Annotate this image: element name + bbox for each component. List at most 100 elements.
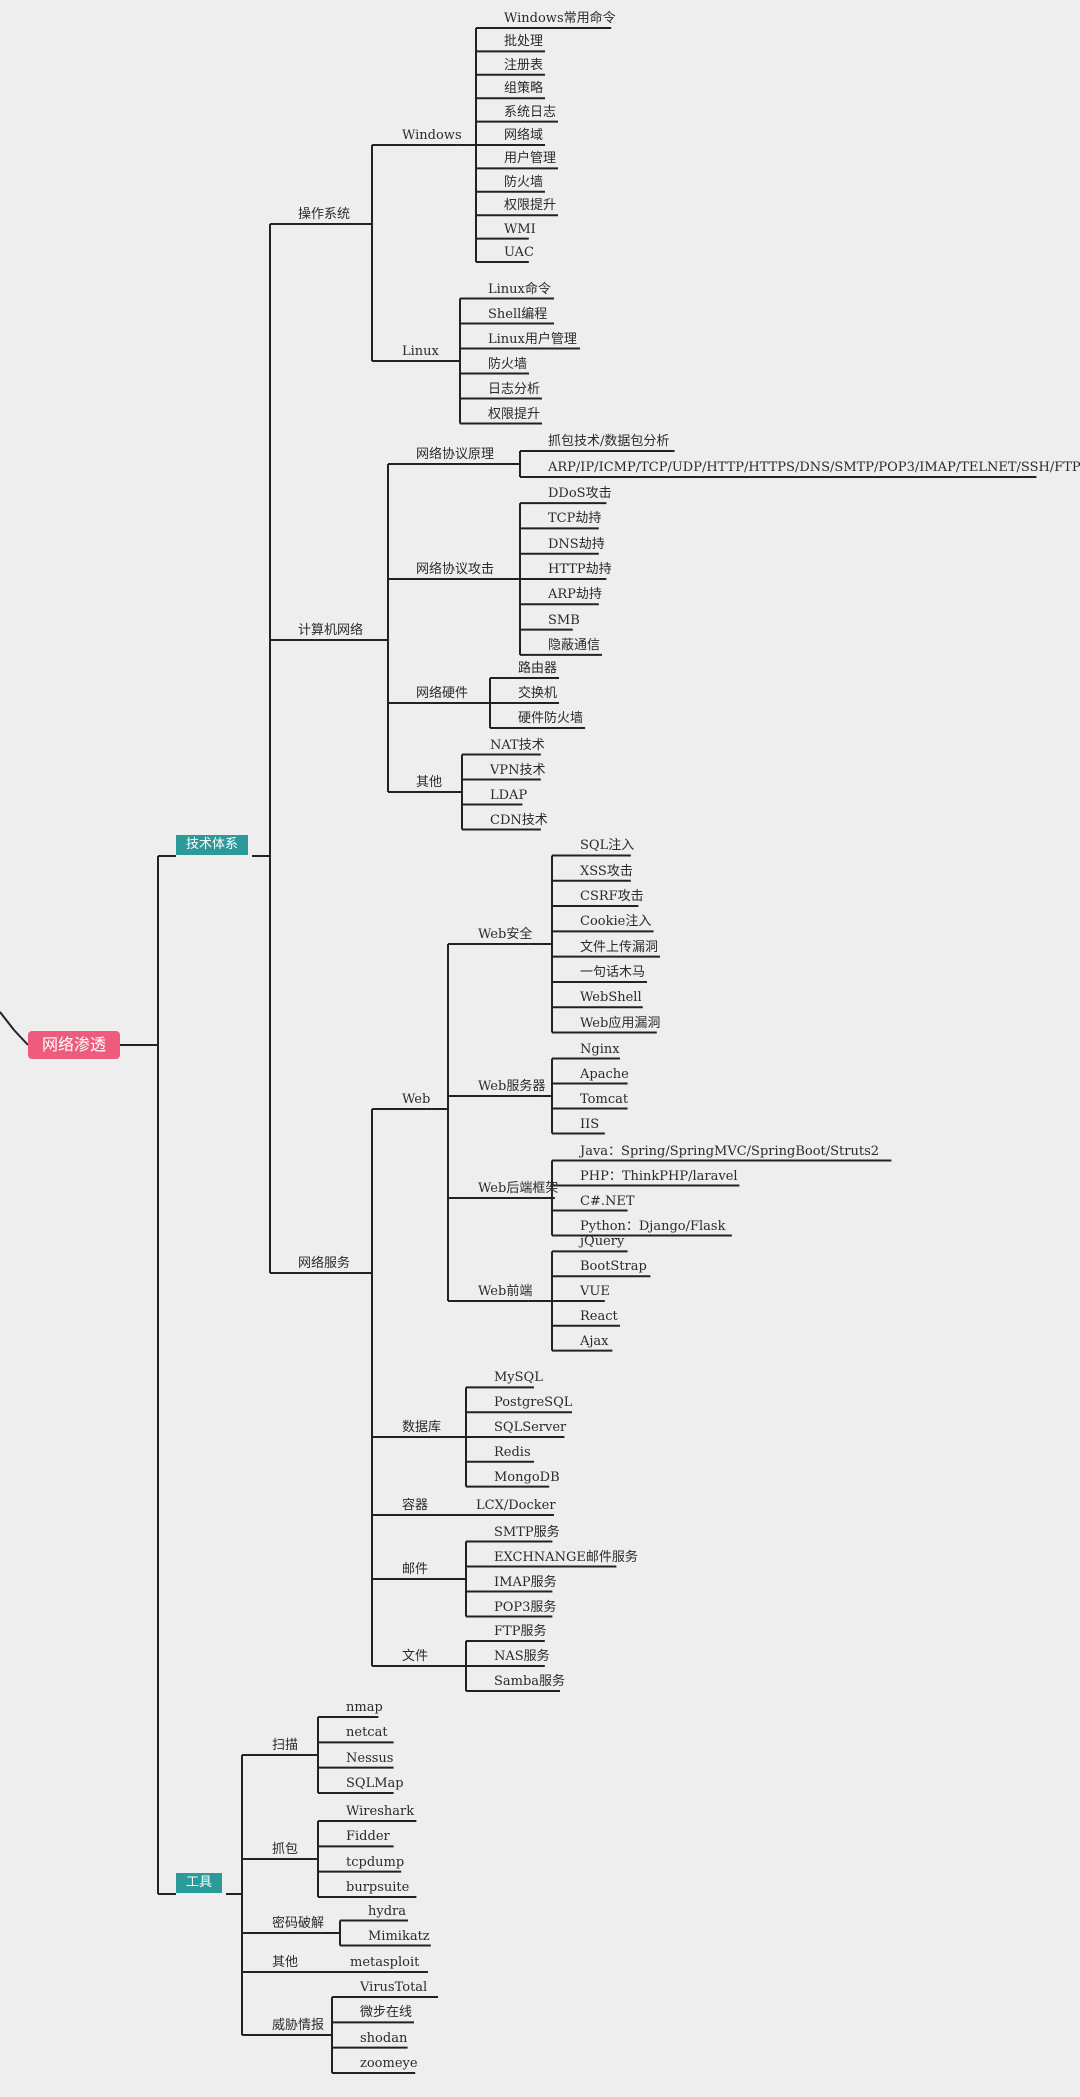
leaf-node[interactable]: Cookie注入 [580,914,652,930]
leaf-node[interactable]: NAT技术 [490,737,545,753]
leaf-node[interactable]: C#.NET [580,1193,635,1209]
leaf-node[interactable]: MySQL [494,1370,543,1386]
leaf-node[interactable]: Mimikatz [368,1928,430,1944]
level3-node[interactable]: 网络协议原理 [416,447,495,462]
level3-node[interactable]: 网络协议攻击 [416,562,495,577]
level3-node[interactable]: 邮件 [402,1562,429,1577]
level3-node[interactable]: 网络硬件 [416,686,469,701]
leaf-node[interactable]: SMTP服务 [494,1524,560,1540]
leaf-node[interactable]: 路由器 [518,661,558,676]
leaf-node[interactable]: Samba服务 [494,1674,566,1689]
leaf-node[interactable]: hydra [368,1903,407,1919]
level3-node[interactable]: 数据库 [402,1420,442,1435]
leaf-node[interactable]: Fidder [346,1829,390,1845]
leaf-node[interactable]: 日志分析 [488,381,541,397]
level3-node[interactable]: 容器 [402,1498,429,1513]
leaf-node[interactable]: 抓包技术/数据包分析 [548,434,670,449]
leaf-node[interactable]: nmap [346,1700,383,1716]
leaf-node[interactable]: shodan [360,2030,408,2046]
leaf-node[interactable]: Nessus [346,1750,394,1766]
leaf-node[interactable]: Linux用户管理 [488,331,577,347]
leaf-node[interactable]: SMB [548,612,580,628]
leaf-node[interactable]: 用户管理 [504,151,557,167]
leaf-node[interactable]: ARP劫持 [548,587,602,603]
leaf-node[interactable]: BootStrap [580,1259,647,1275]
leaf-node[interactable]: SQL注入 [580,838,635,854]
leaf-node[interactable]: WMI [504,221,536,237]
level3-node[interactable]: Windows [402,128,462,143]
leaf-node[interactable]: 交换机 [518,686,558,701]
level4-node[interactable]: Web安全 [478,927,533,942]
leaf-node[interactable]: 隐蔽通信 [548,637,601,653]
leaf-node[interactable]: 权限提升 [488,406,541,422]
leaf-node[interactable]: TCP劫持 [548,511,602,527]
leaf-node[interactable]: VPN技术 [490,762,546,778]
level4-node[interactable]: Web服务器 [478,1079,546,1094]
leaf-node[interactable]: LCX/Docker [476,1498,556,1513]
leaf-node[interactable]: 防火墙 [504,174,544,190]
leaf-node[interactable]: XSS攻击 [580,863,633,879]
leaf-node[interactable]: 防火墙 [488,356,528,372]
level2-node[interactable]: 网络服务 [298,1256,351,1271]
level4-node[interactable]: Web前端 [478,1284,533,1299]
category-node[interactable]: 技术体系 [176,835,249,855]
leaf-node[interactable]: EXCHNANGE邮件服务 [494,1549,638,1565]
leaf-node[interactable]: 组策略 [504,81,544,97]
level3-node[interactable]: Web [402,1092,431,1107]
leaf-node[interactable]: Wireshark [346,1804,415,1820]
leaf-node[interactable]: CSRF攻击 [580,889,644,905]
level2-node[interactable]: 其他 [272,1955,299,1970]
leaf-node[interactable]: IMAP服务 [494,1574,557,1590]
leaf-node[interactable]: PostgreSQL [494,1395,573,1411]
leaf-node[interactable]: metasploit [350,1955,420,1970]
leaf-node[interactable]: NAS服务 [494,1649,550,1664]
leaf-node[interactable]: FTP服务 [494,1624,547,1639]
leaf-node[interactable]: UAC [504,245,534,260]
leaf-node[interactable]: tcpdump [346,1854,405,1870]
leaf-node[interactable]: MongoDB [494,1469,560,1485]
leaf-node[interactable]: netcat [346,1725,388,1741]
leaf-node[interactable]: DNS劫持 [548,536,605,552]
leaf-node[interactable]: VUE [580,1284,610,1299]
leaf-node[interactable]: Shell编程 [488,306,548,322]
leaf-node[interactable]: Apache [580,1066,629,1082]
leaf-node[interactable]: 权限提升 [504,198,557,214]
leaf-node[interactable]: jQuery [580,1234,625,1250]
level2-node[interactable]: 操作系统 [298,207,351,222]
root-node[interactable]: 网络渗透 [28,1031,121,1059]
leaf-node[interactable]: PHP：ThinkPHP/laravel [580,1168,738,1184]
leaf-node[interactable]: 硬件防火墙 [518,711,584,726]
level3-node[interactable]: 其他 [416,775,443,790]
leaf-node[interactable]: Redis [494,1444,531,1460]
level2-node[interactable]: 计算机网络 [298,623,364,638]
level2-node[interactable]: 扫描 [272,1738,299,1753]
leaf-node[interactable]: 微步在线 [360,2005,413,2021]
leaf-node[interactable]: Python：Django/Flask [580,1218,726,1234]
leaf-node[interactable]: Windows常用命令 [504,11,616,26]
leaf-node[interactable]: Tomcat [580,1091,629,1107]
leaf-node[interactable]: POP3服务 [494,1599,557,1615]
leaf-node[interactable]: ARP/IP/ICMP/TCP/UDP/HTTP/HTTPS/DNS/SMTP/… [548,460,1080,475]
level4-node[interactable]: Web后端框架 [478,1181,559,1196]
leaf-node[interactable]: React [580,1308,618,1324]
leaf-node[interactable]: 文件上传漏洞 [580,939,659,955]
leaf-node[interactable]: Linux命令 [488,281,551,297]
leaf-node[interactable]: SQLMap [346,1775,404,1791]
level3-node[interactable]: Linux [402,344,439,359]
leaf-node[interactable]: LDAP [490,787,528,803]
leaf-node[interactable]: zoomeye [360,2055,418,2071]
leaf-node[interactable]: CDN技术 [490,812,548,828]
leaf-node[interactable]: WebShell [580,990,642,1006]
leaf-node[interactable]: SQLServer [494,1420,567,1435]
leaf-node[interactable]: 系统日志 [504,104,557,120]
leaf-node[interactable]: DDoS攻击 [548,486,612,502]
leaf-node[interactable]: Ajax [580,1333,609,1349]
leaf-node[interactable]: 批处理 [504,34,544,50]
level2-node[interactable]: 威胁情报 [272,2018,325,2033]
leaf-node[interactable]: burpsuite [346,1879,410,1895]
leaf-node[interactable]: 一句话木马 [580,964,646,980]
leaf-node[interactable]: HTTP劫持 [548,562,612,577]
leaf-node[interactable]: 注册表 [504,57,544,73]
leaf-node[interactable]: IIS [580,1116,600,1132]
leaf-node[interactable]: Java：Spring/SpringMVC/SpringBoot/Struts2 [580,1143,880,1159]
